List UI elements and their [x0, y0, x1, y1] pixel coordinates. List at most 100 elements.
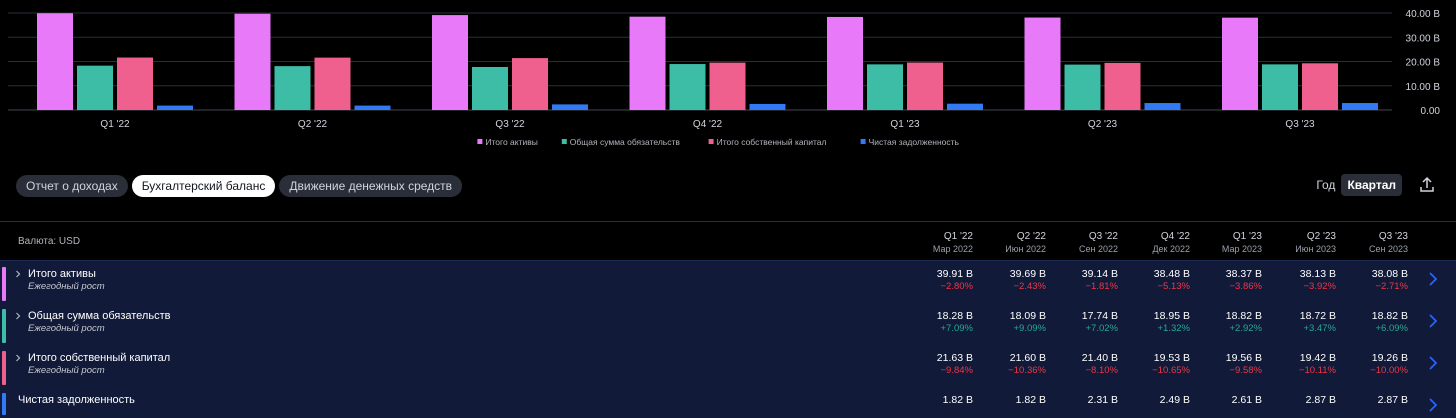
- legend-swatch: [561, 139, 567, 144]
- cell-value: 18.72 B: [1299, 310, 1336, 322]
- x-tick-label: Q4 '22: [693, 119, 723, 130]
- column-quarter: Q4 '22: [1160, 231, 1190, 242]
- cell-value: 2.87 B: [1377, 394, 1408, 406]
- x-tick-label: Q3 '23: [1285, 119, 1315, 130]
- cell-growth: +3.47%: [1303, 323, 1337, 334]
- y-tick-label: 0.00: [1421, 106, 1441, 117]
- column-month: Мар 2022: [932, 244, 973, 254]
- cell-growth: −10.11%: [1298, 365, 1336, 376]
- cell-value: 18.28 B: [936, 310, 973, 322]
- bar-6-3: [1342, 103, 1378, 110]
- cell-growth: −10.00%: [1370, 365, 1408, 376]
- cell-value: 2.87 B: [1305, 394, 1336, 406]
- cell-value: 2.31 B: [1087, 394, 1118, 406]
- bar-5-2: [1104, 62, 1141, 110]
- legend-entry: Итого собственный капитал: [717, 137, 827, 147]
- cell-value: 1.82 B: [1015, 394, 1046, 406]
- cell-value: 1.82 B: [942, 394, 973, 406]
- cell-value: 19.26 B: [1371, 352, 1408, 364]
- tab-cash-flow[interactable]: Движение денежных средств: [279, 175, 463, 197]
- x-tick-label: Q1 '22: [100, 119, 130, 130]
- cell-value: 39.91 B: [936, 268, 973, 280]
- row-label: Итого собственный капитал: [28, 352, 171, 364]
- chevron-right-icon[interactable]: [14, 312, 22, 320]
- statement-tabs: Отчет о доходах Бухгалтерский баланс Дви…: [16, 175, 463, 197]
- chevron-right-icon[interactable]: [14, 354, 22, 362]
- cell-value: 2.61 B: [1231, 394, 1262, 406]
- chevron-right-icon[interactable]: [14, 270, 22, 278]
- cell-value: 38.13 B: [1299, 268, 1336, 280]
- legend-swatch: [477, 139, 483, 144]
- cell-value: 18.95 B: [1153, 310, 1190, 322]
- period-switcher: Год Квартал: [1310, 174, 1456, 196]
- bar-1-2: [314, 57, 351, 110]
- row-label: Чистая задолженность: [18, 394, 135, 406]
- table-row[interactable]: Итого активы Ежегодный рост 39.91 B 39.69 B…: [0, 265, 1456, 301]
- cell-value: 39.14 B: [1081, 268, 1118, 280]
- row-sublabel: Ежегодный рост: [28, 323, 105, 334]
- y-tick-label: 30.00 B: [1406, 33, 1441, 44]
- balance-bar-chart: 40.00 B 30.00 B 20.00 B 10.00 B 0.00 Q1 '22 Q2…: [8, 9, 1441, 147]
- tab-balance-sheet[interactable]: Бухгалтерский баланс: [131, 175, 276, 197]
- table-row[interactable]: Чистая задолженность 1.82 B 1.82 B 2.31 B 2.…: [0, 391, 1456, 415]
- column-quarter: Q2 '23: [1306, 231, 1336, 242]
- table-row[interactable]: Итого собственный капитал Ежегодный рост 2…: [0, 349, 1456, 385]
- cell-value: 19.42 B: [1299, 352, 1336, 364]
- cell-growth: −3.92%: [1303, 281, 1337, 292]
- cell-growth: −9.84%: [940, 365, 974, 376]
- column-header: Q1 '22 Мар 2022: [903, 230, 973, 255]
- column-quarter: Q3 '23: [1378, 231, 1408, 242]
- bar-3-1: [669, 64, 706, 110]
- cell-growth: −10.36%: [1008, 365, 1046, 376]
- column-header: Q4 '22 Дек 2022: [1120, 230, 1190, 255]
- cell-value: 19.53 B: [1153, 352, 1190, 364]
- column-header: Q1 '23 Мар 2023: [1192, 230, 1262, 255]
- bar-5-3: [1144, 103, 1181, 110]
- cell-growth: +1.32%: [1157, 323, 1191, 334]
- period-year-button[interactable]: Год: [1316, 178, 1336, 192]
- row-color-strip: [2, 309, 6, 343]
- cell-growth: −8.10%: [1085, 365, 1119, 376]
- cell-growth: +7.09%: [940, 323, 974, 334]
- table-row[interactable]: Общая сумма обязательств Ежегодный рост 18…: [0, 307, 1456, 343]
- row-label: Общая сумма обязательств: [28, 310, 171, 322]
- cell-value: 21.60 B: [1009, 352, 1046, 364]
- bar-1-1: [274, 66, 311, 110]
- row-arrow-icon[interactable]: [1426, 397, 1440, 413]
- bar-4-1: [867, 64, 903, 110]
- x-tick-label: Q2 '22: [298, 119, 328, 130]
- column-header: Q3 '22 Сен 2022: [1048, 230, 1118, 255]
- row-sublabel: Ежегодный рост: [28, 281, 105, 292]
- row-arrow-icon[interactable]: [1426, 355, 1440, 371]
- x-tick-label: Q1 '23: [890, 119, 920, 130]
- export-icon[interactable]: [1416, 174, 1438, 196]
- cell-value: 2.49 B: [1159, 394, 1190, 406]
- column-month: Дек 2022: [1152, 244, 1190, 254]
- cell-value: 17.74 B: [1081, 310, 1118, 322]
- tab-income-statement[interactable]: Отчет о доходах: [16, 175, 128, 197]
- cell-value: 39.69 B: [1009, 268, 1046, 280]
- cell-value: 21.40 B: [1081, 352, 1118, 364]
- cell-growth: −2.80%: [940, 281, 974, 292]
- bar-5-1: [1064, 64, 1101, 110]
- cell-growth: −2.71%: [1375, 281, 1409, 292]
- bar-6-1: [1262, 64, 1298, 110]
- bar-0-3: [157, 105, 193, 110]
- bar-0-1: [77, 65, 113, 110]
- row-color-strip: [2, 351, 6, 385]
- row-arrow-icon[interactable]: [1426, 313, 1440, 329]
- bar-4-2: [907, 62, 943, 110]
- bar-2-1: [472, 66, 508, 110]
- bar-6-0: [1222, 17, 1258, 111]
- y-tick-label: 20.00 B: [1406, 58, 1441, 69]
- bar-2-2: [512, 58, 548, 110]
- row-arrow-icon[interactable]: [1426, 271, 1440, 287]
- column-month: Июн 2022: [1005, 244, 1046, 254]
- cell-growth: −9.58%: [1229, 365, 1263, 376]
- period-quarter-button[interactable]: Квартал: [1341, 174, 1402, 196]
- cell-value: 21.63 B: [936, 352, 973, 364]
- legend-swatch: [708, 139, 714, 144]
- legend-entry: Чистая задолженность: [869, 137, 960, 147]
- cell-growth: −2.43%: [1013, 281, 1047, 292]
- row-color-strip: [2, 267, 6, 301]
